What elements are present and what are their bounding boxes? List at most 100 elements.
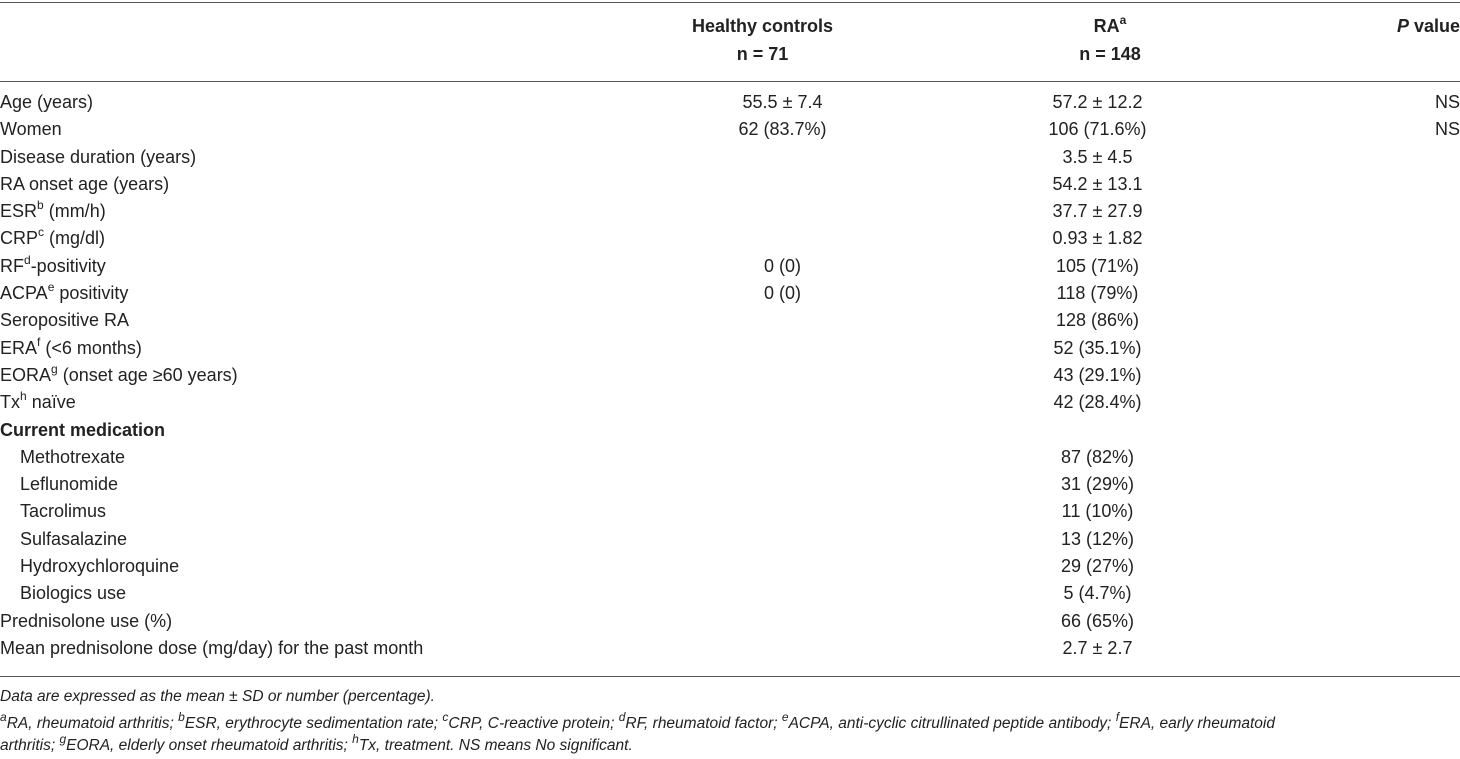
table-row: ACPAe positivity 0 (0) 118 (79%)	[0, 280, 1460, 307]
row-label: Sulfasalazine	[20, 528, 128, 549]
footnote-text: Tx, treatment. NS means No significant.	[358, 737, 633, 754]
section-label: Current medication	[0, 419, 166, 440]
ra-cell: 54.2 ± 13.1	[925, 171, 1270, 198]
footnote-summary: Data are expressed as the mean ± SD or n…	[0, 688, 435, 705]
row-label: Mean prednisolone dose (mg/day) for the …	[0, 637, 424, 658]
header-ra: RAa n = 148	[965, 12, 1255, 68]
healthy-value: 55.5 ± 7.4	[742, 92, 823, 112]
p-value	[1270, 498, 1460, 525]
ra-value: 43 (29.1%)	[1053, 364, 1142, 385]
ra-cell: 11 (10%)	[925, 498, 1270, 525]
ra-value: 11 (10%)	[1061, 501, 1134, 522]
table-row: Age (years) 55.5 ± 7.4 57.2 ± 12.2 NS	[0, 89, 1460, 116]
healthy-value	[640, 444, 925, 471]
footnote-sup: c	[442, 709, 449, 724]
ra-value: 5 (4.7%)	[1063, 583, 1132, 604]
healthy-value	[640, 171, 925, 198]
row-label-rest: (mg/dl)	[44, 228, 106, 249]
footnote-sup: d	[618, 709, 626, 724]
row-label: EORAg (onset age ≥60 years)	[0, 362, 640, 389]
row-label: CRPc (mg/dl)	[0, 225, 640, 252]
healthy-value	[640, 362, 925, 389]
ra-value: 3.5 ± 4.5	[1062, 146, 1133, 167]
row-label: Methotrexate	[20, 446, 126, 467]
healthy-value: 62 (83.7%)	[738, 119, 827, 140]
row-label: Biologics use	[20, 583, 127, 604]
row-label-sup: h	[20, 389, 27, 404]
ra-cell	[925, 417, 1270, 444]
footnote-text: ACPA, anti-cyclic citrullinated peptide …	[788, 715, 1116, 732]
ra-value: 31 (29%)	[1060, 474, 1135, 495]
ra-value: 42 (28.4%)	[1053, 392, 1142, 413]
ra-value: 66 (65%)	[1060, 610, 1135, 631]
ra-cell: 87 (82%)	[925, 444, 1270, 471]
ra-value: 29 (27%)	[1060, 556, 1135, 577]
row-label: ERAf (<6 months)	[0, 335, 640, 362]
row-label: RA onset age (years)	[0, 173, 170, 194]
ra-value: 13 (12%)	[1060, 528, 1135, 549]
ra-cell: 5 (4.7%)	[925, 580, 1270, 607]
row-label-main: ERA	[0, 337, 38, 358]
row-label: Leflunomide	[20, 474, 119, 495]
table-row: Txh naïve 42 (28.4%)	[0, 389, 1460, 416]
ra-value: 2.7 ± 2.7	[1062, 637, 1133, 658]
header-p-value: P value	[1370, 12, 1460, 40]
row-label-rest: (mm/h)	[43, 201, 106, 222]
table-row: Tacrolimus 11 (10%)	[0, 498, 1460, 525]
ra-cell: 52 (35.1%)	[925, 335, 1270, 362]
row-label-main: RF	[0, 255, 24, 276]
p-value	[1270, 307, 1460, 334]
p-value	[1270, 553, 1460, 580]
row-label: Prednisolone use (%)	[0, 610, 173, 631]
healthy-value	[640, 580, 925, 607]
table-row: Hydroxychloroquine 29 (27%)	[0, 553, 1460, 580]
ra-value: 118 (79%)	[1056, 283, 1139, 304]
row-label-rest: naïve	[26, 392, 76, 413]
section-row: Current medication	[0, 417, 1460, 444]
header-ra-sup: a	[1119, 13, 1127, 27]
footnote-sup: a	[0, 709, 7, 724]
row-label-sup: e	[47, 280, 55, 295]
ra-cell: 2.7 ± 2.7	[925, 635, 1270, 662]
row-label-main: ESR	[0, 201, 38, 222]
p-value	[1270, 225, 1460, 252]
table-row: Leflunomide 31 (29%)	[0, 471, 1460, 498]
footnote-abbreviations: aRA, rheumatoid arthritis; bESR, erythro…	[0, 709, 1460, 757]
header-p-rest: value	[1408, 16, 1460, 36]
ra-value: 37.7 ± 27.9	[1052, 201, 1143, 222]
row-label: Disease duration (years)	[0, 146, 197, 167]
p-value	[1270, 417, 1460, 444]
table-row: ERAf (<6 months) 52 (35.1%)	[0, 335, 1460, 362]
row-label-main: ACPA	[0, 283, 48, 304]
healthy-value	[640, 471, 925, 498]
row-label: Age (years)	[0, 92, 94, 112]
p-value	[1270, 608, 1460, 635]
row-label-rest: -positivity	[30, 255, 106, 276]
header-healthy-title: Healthy controls	[691, 16, 834, 36]
p-value	[1270, 635, 1460, 662]
table-row: Biologics use 5 (4.7%)	[0, 580, 1460, 607]
row-label-main: CRP	[0, 228, 39, 249]
row-label: Seropositive RA	[0, 310, 130, 331]
row-label-main: Tx	[0, 392, 20, 413]
ra-cell: 42 (28.4%)	[925, 389, 1270, 416]
header-rule	[0, 81, 1460, 82]
ra-value: 128 (86%)	[1055, 310, 1140, 331]
header-ra-title: RA	[1093, 16, 1120, 36]
healthy-value	[640, 335, 925, 362]
footnote-text: arthritis;	[0, 737, 60, 754]
ra-cell: 128 (86%)	[925, 307, 1270, 334]
header-healthy-controls: Healthy controls n = 71	[620, 12, 905, 68]
row-label: Tacrolimus	[20, 501, 107, 522]
ra-cell: 57.2 ± 12.2	[925, 89, 1270, 116]
p-value	[1270, 280, 1460, 307]
healthy-value	[640, 198, 925, 225]
healthy-value	[640, 307, 925, 334]
data-table: Age (years) 55.5 ± 7.4 57.2 ± 12.2 NS Wo…	[0, 89, 1460, 662]
p-value: NS	[1434, 119, 1460, 140]
p-value	[1270, 526, 1460, 553]
row-label-rest: (<6 months)	[40, 337, 142, 358]
ra-cell: 3.5 ± 4.5	[925, 144, 1270, 171]
healthy-value	[640, 635, 925, 662]
header-ra-title-line: RAa	[965, 12, 1255, 40]
